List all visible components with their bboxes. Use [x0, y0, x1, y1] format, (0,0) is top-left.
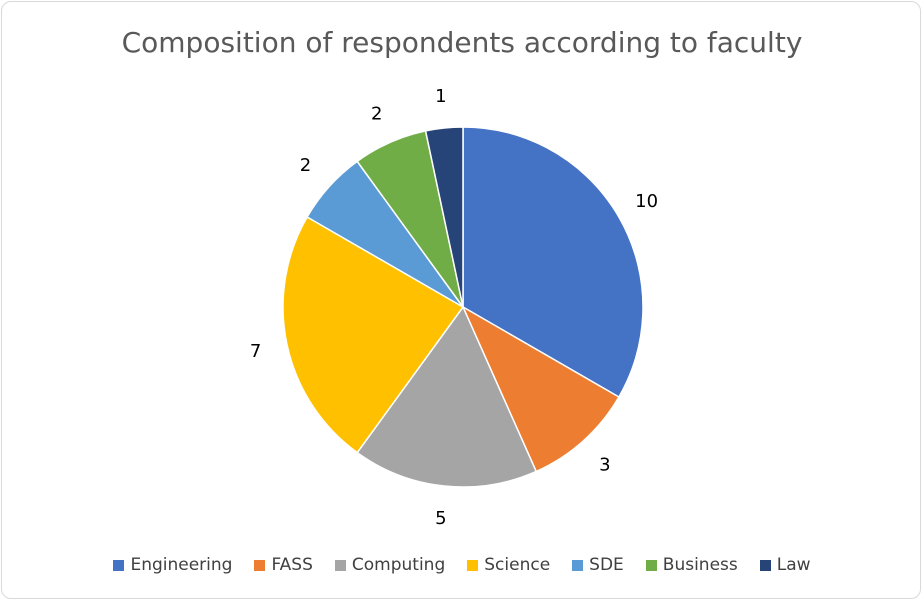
data-label-business: 2: [371, 103, 382, 124]
legend-swatch: [572, 559, 584, 571]
legend-item-law: Law: [759, 555, 811, 575]
legend-label: SDE: [589, 555, 624, 575]
legend-label: Business: [662, 555, 738, 575]
chart-title: Composition of respondents according to …: [121, 26, 803, 59]
pie-slice-fass: [461, 305, 620, 473]
data-label-engineering: 10: [635, 191, 658, 212]
legend-item-computing: Computing: [334, 555, 446, 575]
pie-slice-science: [282, 215, 465, 454]
pie-slice-engineering: [462, 126, 644, 399]
legend-item-sde: SDE: [572, 555, 624, 575]
legend-label: Engineering: [130, 555, 233, 575]
legend-item-science: Science: [467, 555, 550, 575]
legend-label: Law: [776, 555, 811, 575]
legend-swatch: [254, 559, 266, 571]
data-label-computing: 5: [435, 508, 446, 529]
legend-swatch: [467, 559, 479, 571]
legend-label: Computing: [351, 555, 446, 575]
legend-swatch: [334, 559, 346, 571]
pie-slice-computing: [356, 305, 538, 488]
legend-item-business: Business: [645, 555, 738, 575]
pie-slice-law: [424, 126, 464, 308]
legend-label: Science: [484, 555, 551, 575]
legend-swatch: [645, 559, 657, 571]
legend-swatch: [113, 559, 125, 571]
data-label-fass: 3: [599, 455, 610, 476]
chart-legend: Engineering FASS Computing Science SDE Busine…: [0, 555, 924, 575]
data-label-science: 7: [250, 341, 261, 362]
legend-item-fass: FASS: [254, 555, 313, 575]
data-label-sde: 2: [300, 155, 311, 176]
legend-label: FASS: [271, 555, 313, 575]
legend-item-engineering: Engineering: [113, 555, 232, 575]
legend-swatch: [759, 559, 771, 571]
data-label-law: 1: [435, 86, 446, 107]
